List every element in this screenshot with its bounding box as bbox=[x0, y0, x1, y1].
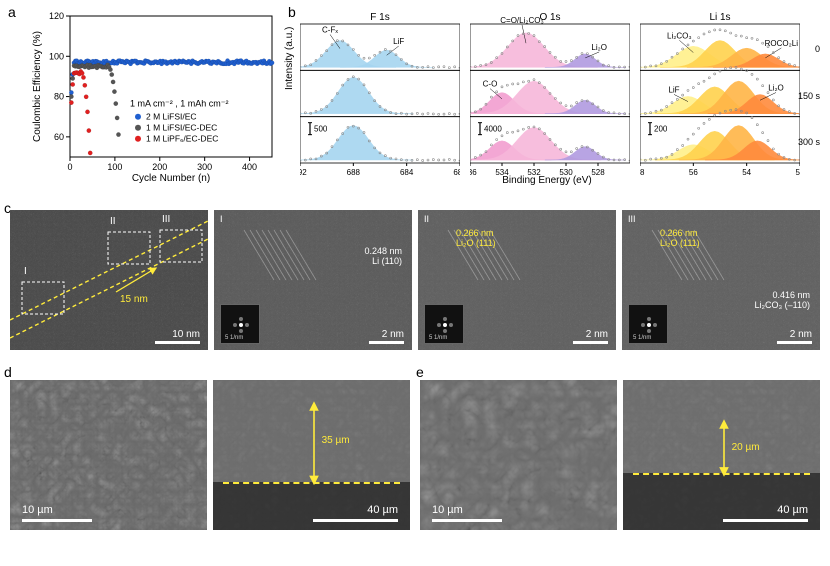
svg-text:60: 60 bbox=[54, 132, 64, 142]
svg-text:Li 1s: Li 1s bbox=[709, 12, 730, 23]
svg-text:4000: 4000 bbox=[484, 125, 502, 134]
svg-text:200: 200 bbox=[654, 125, 668, 134]
xps-x-axis-label: Binding Energy (eV) bbox=[292, 175, 802, 186]
svg-text:1 mA cm⁻² , 1 mAh cm⁻²: 1 mA cm⁻² , 1 mAh cm⁻² bbox=[130, 99, 229, 109]
svg-text:III: III bbox=[162, 214, 170, 225]
panel-label-e: e bbox=[416, 364, 424, 380]
panel-e-sem: 10 µm20 µm40 µm bbox=[420, 380, 820, 530]
sem-image: 10 µm bbox=[10, 380, 207, 530]
sem-image: 20 µm40 µm bbox=[623, 380, 820, 530]
sem-image: 10 µm bbox=[420, 380, 617, 530]
tem-image: III0.416 nmLi₂CO₃ (‒110)0.266 nmLi₂O (11… bbox=[622, 210, 820, 350]
xps-row-label: 300 s bbox=[798, 137, 820, 147]
panel-b-xps: F 1sC-FₓLiF500692688684680O 1sC=O/Li₂CO₃… bbox=[292, 10, 822, 185]
panel-a-chart: 0 100 200 300 400 60 80 100 120 Cycle Number (n) C… bbox=[28, 10, 278, 185]
svg-text:400: 400 bbox=[242, 162, 257, 172]
svg-text:I: I bbox=[24, 266, 27, 277]
svg-text:Li₂CO₃: Li₂CO₃ bbox=[667, 31, 692, 40]
svg-text:120: 120 bbox=[49, 11, 64, 21]
svg-text:0: 0 bbox=[67, 162, 72, 172]
panel-c-tem-strip: IIIIII15 nm10 nmI0.248 nmLi (110)5 1/nm2… bbox=[10, 210, 820, 350]
svg-text:2 M LiFSI/EC: 2 M LiFSI/EC bbox=[146, 112, 197, 122]
svg-text:ROCO₂Li: ROCO₂Li bbox=[765, 39, 799, 48]
panel-d-sem: 10 µm35 µm40 µm bbox=[10, 380, 410, 530]
xps-row-label: 150 s bbox=[798, 91, 820, 101]
svg-text:Li₂O: Li₂O bbox=[591, 43, 607, 52]
svg-text:Cycle Number (n): Cycle Number (n) bbox=[132, 173, 210, 184]
tem-image: IIIIII15 nm10 nm bbox=[10, 210, 208, 350]
svg-text:LiF: LiF bbox=[393, 37, 404, 46]
xps-y-axis-label: Intensity (a.u.) bbox=[284, 27, 295, 90]
svg-text:Coulombic Efficiency (%): Coulombic Efficiency (%) bbox=[32, 31, 43, 142]
svg-text:1 M LiFSI/EC-DEC: 1 M LiFSI/EC-DEC bbox=[146, 123, 217, 133]
tem-image: I0.248 nmLi (110)5 1/nm2 nm bbox=[214, 210, 412, 350]
svg-text:100: 100 bbox=[107, 162, 122, 172]
tem-image: II0.266 nmLi₂O (111)5 1/nm2 nm bbox=[418, 210, 616, 350]
svg-text:F 1s: F 1s bbox=[370, 12, 389, 23]
svg-text:C-O: C-O bbox=[483, 80, 498, 89]
svg-text:15 nm: 15 nm bbox=[120, 294, 148, 305]
svg-text:500: 500 bbox=[314, 125, 328, 134]
xps-row-label: 0 bbox=[815, 44, 820, 54]
svg-text:80: 80 bbox=[54, 92, 64, 102]
svg-text:C-Fₓ: C-Fₓ bbox=[322, 26, 338, 35]
svg-text:C=O/Li₂CO₃: C=O/Li₂CO₃ bbox=[500, 16, 543, 25]
svg-text:200: 200 bbox=[152, 162, 167, 172]
sem-image: 35 µm40 µm bbox=[213, 380, 410, 530]
svg-text:II: II bbox=[110, 216, 116, 227]
svg-text:100: 100 bbox=[49, 51, 64, 61]
svg-text:LiF: LiF bbox=[668, 85, 679, 94]
svg-text:Li₂O: Li₂O bbox=[768, 84, 784, 93]
svg-text:300: 300 bbox=[197, 162, 212, 172]
panel-label-a: a bbox=[8, 4, 16, 20]
svg-text:1 M LiPF₆/EC-DEC: 1 M LiPF₆/EC-DEC bbox=[146, 134, 218, 144]
panel-label-d: d bbox=[4, 364, 12, 380]
